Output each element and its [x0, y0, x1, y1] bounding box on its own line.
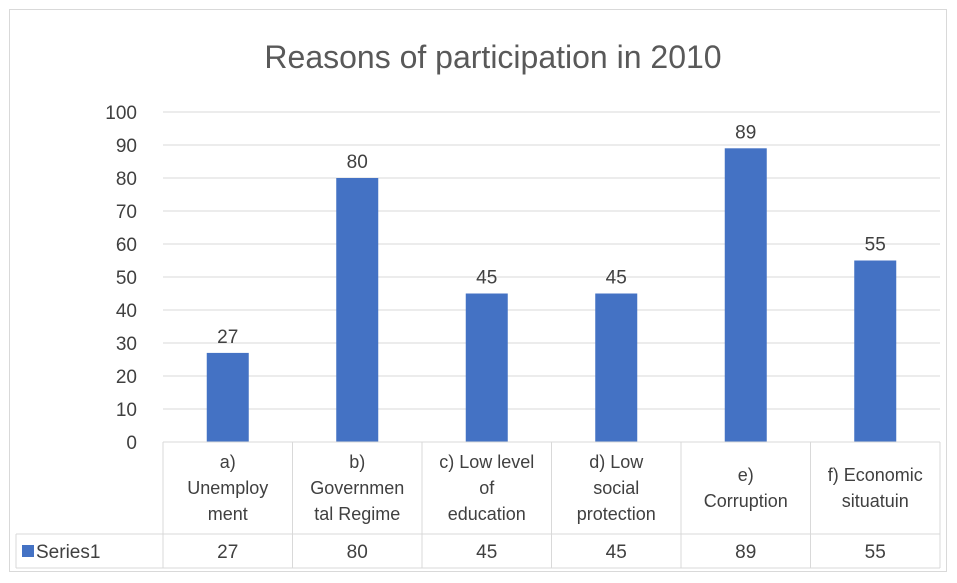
data-label: 55 [865, 235, 886, 256]
bars [206, 148, 897, 443]
category-label-line: education [448, 504, 526, 524]
bar [724, 148, 767, 443]
data-label: 89 [735, 122, 756, 143]
category-label-line: Unemploy [187, 478, 268, 498]
bar [595, 293, 638, 442]
category-label: e) Corruption [704, 465, 788, 511]
category-label: d) Low social protection [577, 452, 656, 524]
category-label: b) Governmen tal Regime [310, 452, 404, 524]
category-label-line: tal Regime [314, 504, 400, 524]
category-label-line: b) [349, 452, 365, 472]
table-value: 80 [347, 542, 368, 563]
category-label: c) Low level of education [439, 452, 534, 524]
legend-key [22, 545, 34, 557]
category-label: f) Economic situatuin [828, 465, 923, 511]
y-tick-label: 40 [116, 301, 137, 322]
category-label-line: social [593, 478, 639, 498]
data-label: 80 [347, 152, 368, 173]
table-value: 27 [217, 542, 238, 563]
y-tick-label: 20 [116, 367, 137, 388]
category-label-line: e) [738, 465, 754, 485]
data-table: a) Unemploy ment b) Governmen tal Regime c) Lo… [15, 441, 941, 569]
table-value: 45 [606, 542, 627, 563]
y-tick-label: 70 [116, 202, 137, 223]
y-tick-label: 80 [116, 169, 137, 190]
category-label-line: f) Economic [828, 465, 923, 485]
y-tick-label: 0 [126, 433, 137, 454]
gridlines [163, 111, 940, 443]
table-value: 45 [476, 542, 497, 563]
category-label-line: of [479, 478, 495, 498]
y-tick-label: 50 [116, 268, 137, 289]
category-label-line: ment [208, 504, 248, 524]
chart-frame [9, 9, 947, 572]
y-tick-label: 30 [116, 334, 137, 355]
category-label-line: situatuin [842, 491, 909, 511]
data-label: 27 [217, 327, 238, 348]
chart-title: Reasons of participation in 2010 [264, 39, 721, 75]
series-name: Series1 [36, 542, 100, 563]
table-value: 89 [735, 542, 756, 563]
data-label: 45 [476, 268, 497, 289]
y-tick-label: 90 [116, 136, 137, 157]
category-label-line: d) Low [589, 452, 644, 472]
category-label-line: c) Low level [439, 452, 534, 472]
category-label: a) Unemploy ment [187, 452, 268, 524]
y-tick-label: 100 [105, 103, 137, 124]
data-labels: 27 80 45 45 89 55 [217, 122, 886, 348]
data-label: 45 [606, 268, 627, 289]
category-label-line: protection [577, 504, 656, 524]
bar [206, 352, 249, 442]
bar [854, 260, 897, 442]
y-axis: 0 10 20 30 40 50 60 70 80 90 100 [105, 103, 137, 454]
category-label-line: Corruption [704, 491, 788, 511]
category-label-line: a) [220, 452, 236, 472]
table-value: 55 [865, 542, 886, 563]
category-label-line: Governmen [310, 478, 404, 498]
bar [336, 178, 379, 442]
bar [465, 293, 508, 442]
y-tick-label: 60 [116, 235, 137, 256]
y-tick-label: 10 [116, 400, 137, 421]
